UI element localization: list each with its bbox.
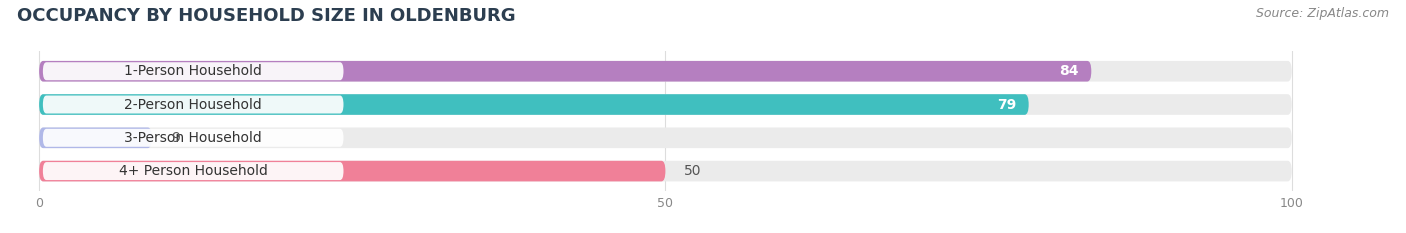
Text: 9: 9: [170, 131, 180, 145]
FancyBboxPatch shape: [39, 61, 1292, 82]
FancyBboxPatch shape: [42, 62, 343, 80]
FancyBboxPatch shape: [39, 161, 665, 182]
FancyBboxPatch shape: [42, 162, 343, 180]
FancyBboxPatch shape: [42, 129, 343, 147]
FancyBboxPatch shape: [39, 94, 1029, 115]
FancyBboxPatch shape: [42, 96, 343, 113]
Text: 50: 50: [685, 164, 702, 178]
Text: 84: 84: [1059, 64, 1078, 78]
Text: 3-Person Household: 3-Person Household: [124, 131, 262, 145]
Text: 2-Person Household: 2-Person Household: [124, 98, 262, 112]
FancyBboxPatch shape: [39, 161, 1292, 182]
Text: 1-Person Household: 1-Person Household: [124, 64, 262, 78]
FancyBboxPatch shape: [39, 127, 152, 148]
FancyBboxPatch shape: [39, 61, 1091, 82]
FancyBboxPatch shape: [39, 94, 1292, 115]
Text: 79: 79: [997, 98, 1017, 112]
Text: OCCUPANCY BY HOUSEHOLD SIZE IN OLDENBURG: OCCUPANCY BY HOUSEHOLD SIZE IN OLDENBURG: [17, 7, 516, 25]
Text: 4+ Person Household: 4+ Person Household: [118, 164, 267, 178]
Text: Source: ZipAtlas.com: Source: ZipAtlas.com: [1256, 7, 1389, 20]
FancyBboxPatch shape: [39, 127, 1292, 148]
